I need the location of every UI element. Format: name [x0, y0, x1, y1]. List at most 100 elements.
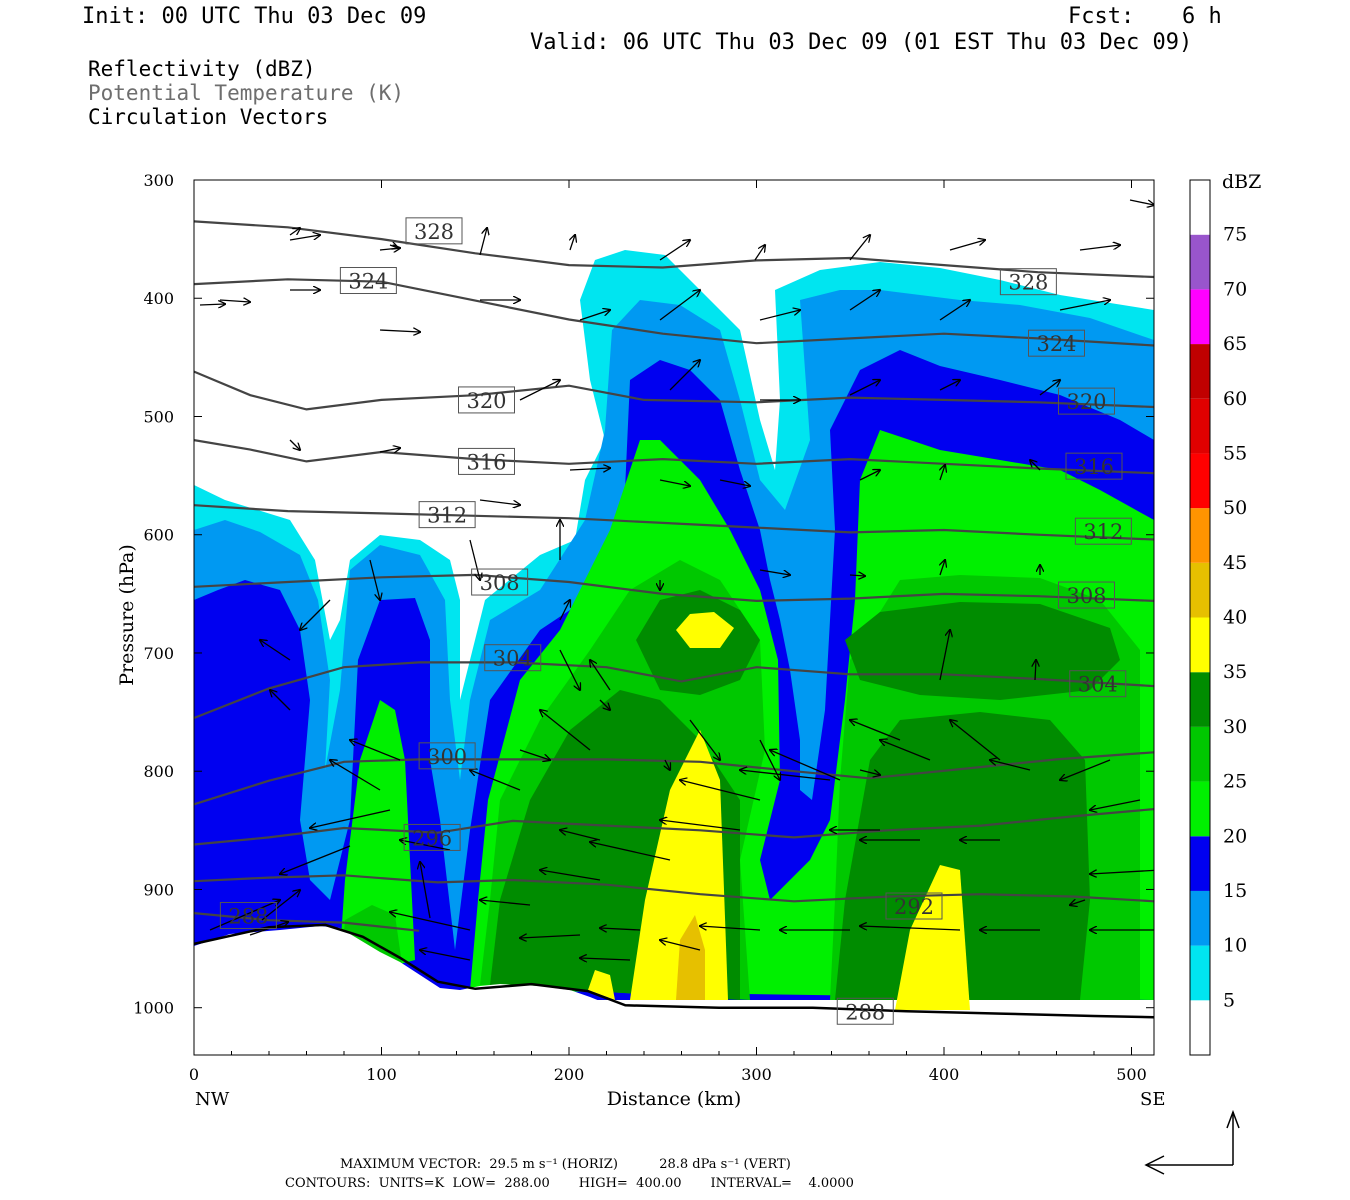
svg-text:308: 308	[480, 571, 520, 595]
x-tick-label: 300	[741, 1065, 772, 1084]
wind-vector	[389, 245, 398, 248]
svg-text:312: 312	[427, 504, 467, 528]
wind-vector	[479, 499, 520, 505]
theta-label-316: 316	[1065, 452, 1123, 480]
field-title-circulation-vectors: Circulation Vectors	[88, 105, 329, 129]
theta-label-312: 312	[1074, 517, 1132, 545]
wind-vector	[939, 380, 960, 391]
contour-labels: 328 324 320 316 312 308 304 300 296 292 288 288 328 3…	[219, 217, 1132, 1025]
wind-vector	[719, 479, 750, 486]
wind-vector	[219, 300, 250, 302]
field-title-reflectivity: Reflectivity (dBZ)	[88, 57, 316, 81]
theta-line-292	[194, 874, 1154, 903]
wind-vector	[590, 660, 611, 691]
wind-vector	[300, 599, 331, 630]
x-tick-label: 0	[189, 1065, 199, 1084]
wind-vector	[379, 330, 420, 332]
theta-label-288: 288	[836, 997, 894, 1025]
wind-vector	[289, 439, 300, 450]
wind-vector	[270, 690, 291, 711]
wind-vector	[759, 569, 790, 575]
theta-label-312: 312	[418, 501, 476, 529]
wind-vector	[480, 900, 531, 906]
colorbar-label: 55	[1223, 442, 1247, 464]
wind-vector	[520, 935, 581, 938]
colorbar-frame	[1189, 179, 1211, 1056]
wind-vector	[1059, 300, 1110, 311]
wind-vector	[350, 740, 401, 761]
colorbar-segment	[1190, 617, 1210, 673]
theta-line-312	[194, 504, 1154, 541]
colorbar-segment	[1190, 945, 1210, 1001]
wind-vector	[659, 240, 690, 261]
theta-line-304	[194, 661, 1154, 720]
colorbar-label: 65	[1223, 333, 1247, 355]
wind-vector	[850, 720, 901, 741]
wind-vector	[569, 468, 610, 470]
wind-vector	[950, 720, 1001, 761]
wind-vector	[540, 870, 601, 881]
svg-text:324: 324	[1036, 332, 1076, 356]
wind-vector	[199, 304, 225, 305]
wind-vector	[330, 760, 381, 791]
wind-vector	[1070, 900, 1086, 905]
svg-text:292: 292	[894, 895, 934, 919]
colorbar-segment	[1190, 1000, 1210, 1055]
wind-vector	[1129, 199, 1154, 205]
svg-text:300: 300	[427, 745, 467, 769]
valid-time: Valid: 06 UTC Thu 03 Dec 09 (01 EST Thu …	[530, 30, 1193, 55]
theta-label-304: 304	[484, 644, 542, 672]
svg-text:304: 304	[1078, 673, 1118, 697]
wind-vector	[570, 235, 575, 251]
colorbar-units: dBZ	[1222, 171, 1261, 193]
wind-vector	[1090, 870, 1154, 874]
y-tick-label: 700	[143, 644, 174, 663]
wind-vector	[1039, 380, 1060, 396]
wind-vector	[660, 820, 741, 831]
svg-text:328: 328	[414, 220, 454, 244]
wind-vector	[740, 770, 831, 781]
wind-vector	[1090, 799, 1141, 810]
svg-text:296: 296	[412, 826, 452, 850]
theta-label-308: 308	[1058, 581, 1115, 609]
wind-vector	[369, 559, 380, 600]
wind-vector	[580, 958, 631, 960]
theta-label-296: 296	[403, 823, 461, 851]
colorbar-label: 10	[1223, 935, 1247, 957]
y-tick-label: 400	[143, 289, 174, 308]
wind-vector	[470, 770, 521, 791]
colorbar-label: 25	[1223, 771, 1247, 793]
colorbar-segment	[1190, 398, 1210, 454]
y-tick-label: 300	[143, 171, 174, 190]
wind-vector	[770, 750, 841, 781]
svg-text:312: 312	[1083, 520, 1123, 544]
theta-label-292: 292	[885, 892, 943, 920]
theta-label-308: 308	[471, 568, 529, 596]
x-tick-label: 100	[366, 1065, 397, 1084]
wind-vector	[1079, 245, 1120, 251]
wind-vector	[280, 845, 351, 874]
contours-note: CONTOURS: UNITS=K LOW= 288.00 HIGH= 400.…	[285, 1176, 854, 1191]
svg-text:320: 320	[466, 389, 506, 413]
colorbar-label: 70	[1223, 278, 1247, 300]
theta-label-304: 304	[1069, 670, 1127, 698]
colorbar-segment	[1190, 289, 1210, 345]
wind-vector	[420, 862, 431, 919]
wind-vector	[990, 760, 1031, 771]
colorbar-label: 20	[1223, 825, 1247, 847]
wind-vector	[560, 830, 601, 841]
wind-vector	[859, 769, 880, 775]
wind-vector	[579, 310, 610, 321]
theta-label-328: 328	[999, 268, 1057, 296]
colorbar-label: 50	[1223, 497, 1247, 519]
wind-vector	[289, 235, 320, 241]
wind-vector	[420, 950, 471, 961]
colorbar-segment	[1190, 726, 1210, 782]
max-vector-note: MAXIMUM VECTOR: 29.5 m s⁻¹ (HORIZ) 28.8 …	[340, 1157, 791, 1172]
svg-text:316: 316	[1074, 455, 1114, 479]
init-time: Init: 00 UTC Thu 03 Dec 09	[82, 4, 427, 29]
forecast-label: Fcst:	[1068, 4, 1135, 29]
wind-vector	[939, 630, 950, 681]
wind-vector	[519, 749, 550, 760]
wind-vector	[939, 300, 970, 321]
